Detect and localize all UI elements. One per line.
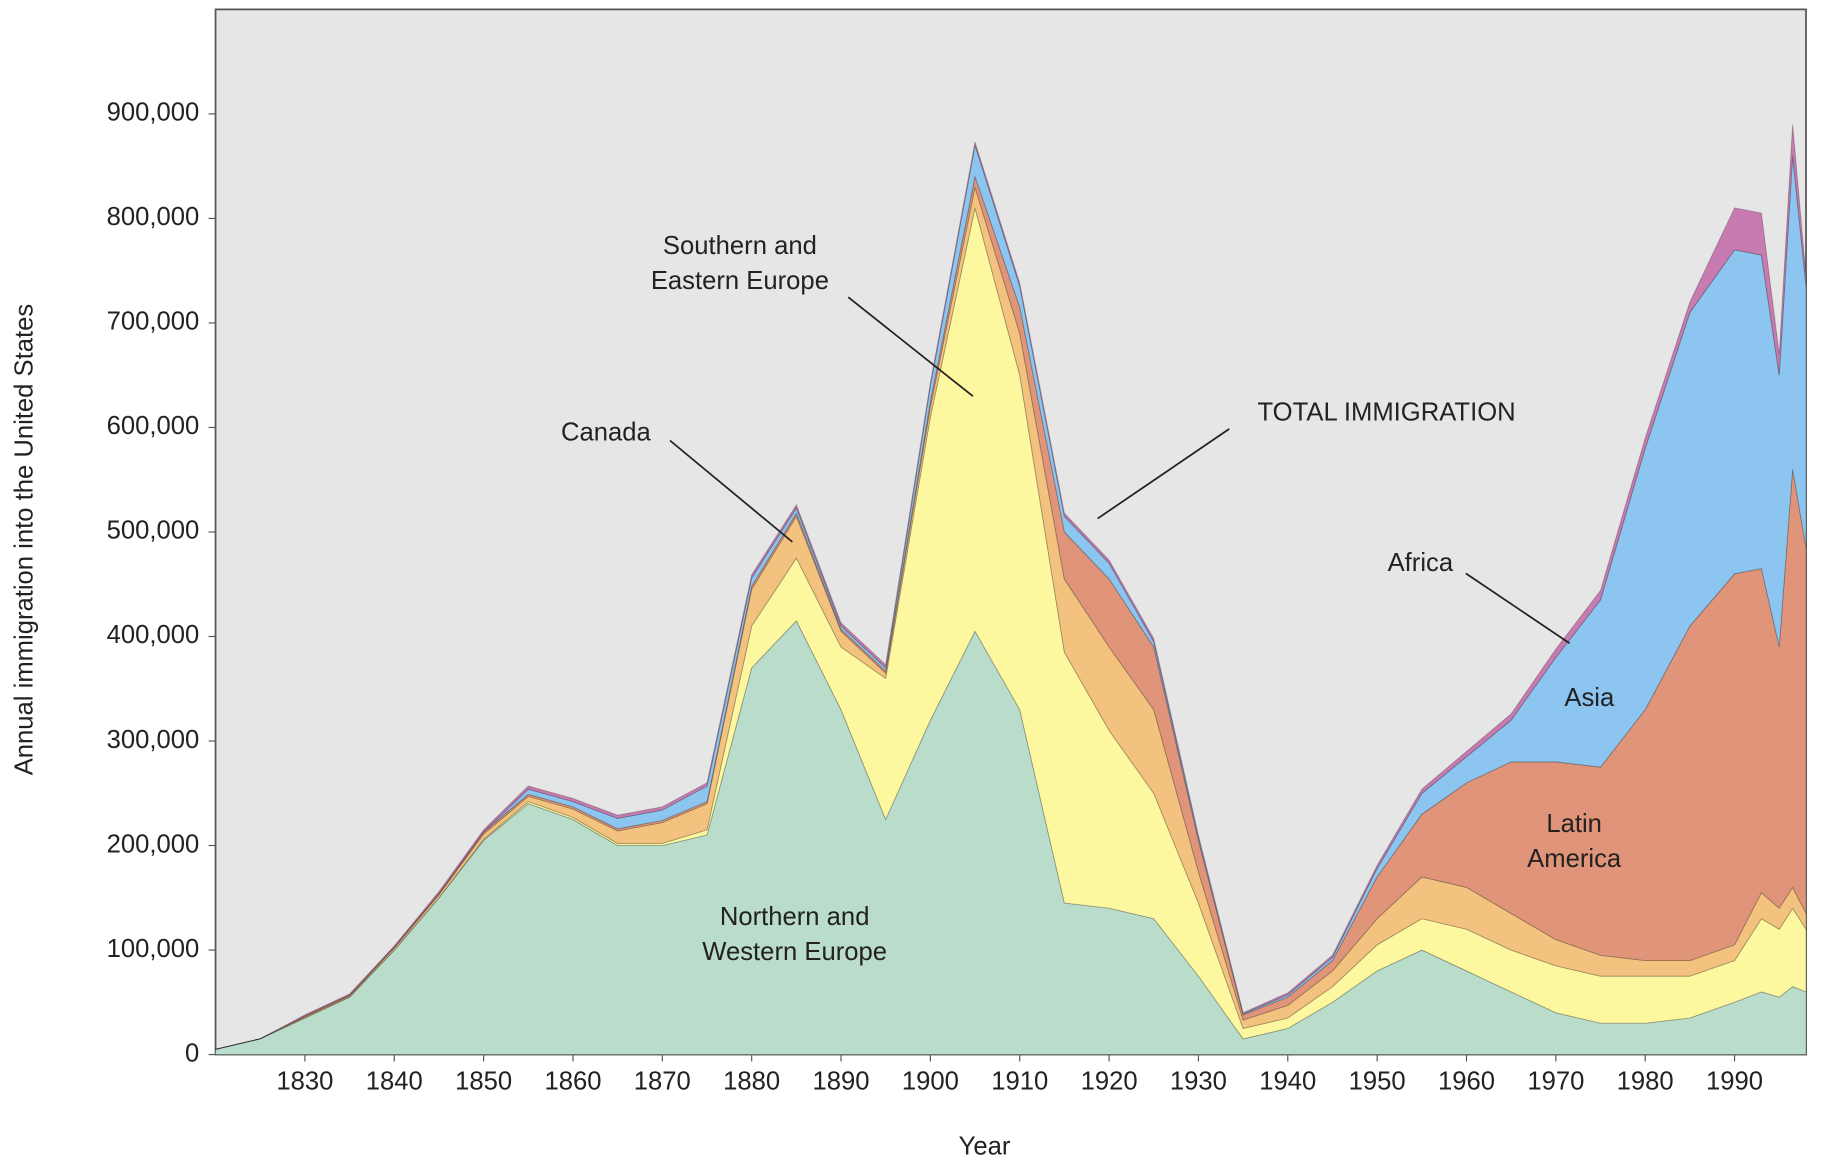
x-tick-label: 1860 xyxy=(544,1067,601,1095)
series-label: Africa xyxy=(1387,547,1454,577)
x-tick-label: 1960 xyxy=(1438,1067,1495,1095)
y-tick-label: 200,000 xyxy=(107,830,200,858)
series-label-box: Canada xyxy=(560,417,651,447)
y-tick-label: 900,000 xyxy=(107,99,200,127)
series-label-box: Africa xyxy=(1387,547,1454,577)
series-label: Asia xyxy=(1564,682,1615,712)
x-tick-label: 1950 xyxy=(1349,1067,1406,1095)
series-label-box: Southern and Eastern Europe xyxy=(650,230,829,295)
y-tick-label: 600,000 xyxy=(107,412,200,440)
x-tick-label: 1940 xyxy=(1259,1067,1316,1095)
series-label-box: Latin America xyxy=(1527,808,1622,873)
x-tick-label: 1910 xyxy=(991,1067,1048,1095)
x-tick-label: 1980 xyxy=(1617,1067,1674,1095)
x-axis-label: Year xyxy=(959,1133,1011,1161)
y-tick-label: 400,000 xyxy=(107,621,200,649)
x-tick-label: 1890 xyxy=(813,1067,870,1095)
y-tick-label: 300,000 xyxy=(107,726,200,754)
areas xyxy=(215,124,1807,1056)
leader-line xyxy=(1465,572,1570,644)
y-axis-label: Annual immigration into the United State… xyxy=(10,304,38,775)
x-tick-label: 1900 xyxy=(902,1067,959,1095)
x-tick-label: 1920 xyxy=(1081,1067,1138,1095)
series-label: Canada xyxy=(560,417,651,447)
y-tick-label: 100,000 xyxy=(107,935,200,963)
series-label: Northern and Western Europe xyxy=(702,901,888,967)
leader-line xyxy=(669,439,793,543)
y-tick-label: 800,000 xyxy=(107,203,200,231)
x-tick-label: 1970 xyxy=(1527,1067,1584,1095)
y-tick-label: 700,000 xyxy=(107,308,200,336)
leader-line xyxy=(847,296,974,397)
y-tick-label: 0 xyxy=(185,1039,199,1067)
series-label-box: Northern and Western Europe xyxy=(702,901,888,967)
x-tick-label: 1930 xyxy=(1170,1067,1227,1095)
x-tick-label: 1990 xyxy=(1706,1067,1763,1095)
x-tick-label: 1840 xyxy=(366,1067,423,1095)
x-tick-label: 1870 xyxy=(634,1067,691,1095)
series-label: Latin America xyxy=(1527,808,1622,873)
leader-line xyxy=(1097,428,1230,520)
series-label-box: Asia xyxy=(1564,682,1615,712)
area xyxy=(215,124,1807,1050)
series-label: Southern and Eastern Europe xyxy=(650,230,829,295)
x-tick-label: 1830 xyxy=(276,1067,333,1095)
x-tick-label: 1850 xyxy=(455,1067,512,1095)
y-tick-label: 500,000 xyxy=(107,517,200,545)
annotation: TOTAL IMMIGRATION xyxy=(1257,398,1515,426)
x-tick-label: 1880 xyxy=(723,1067,780,1095)
